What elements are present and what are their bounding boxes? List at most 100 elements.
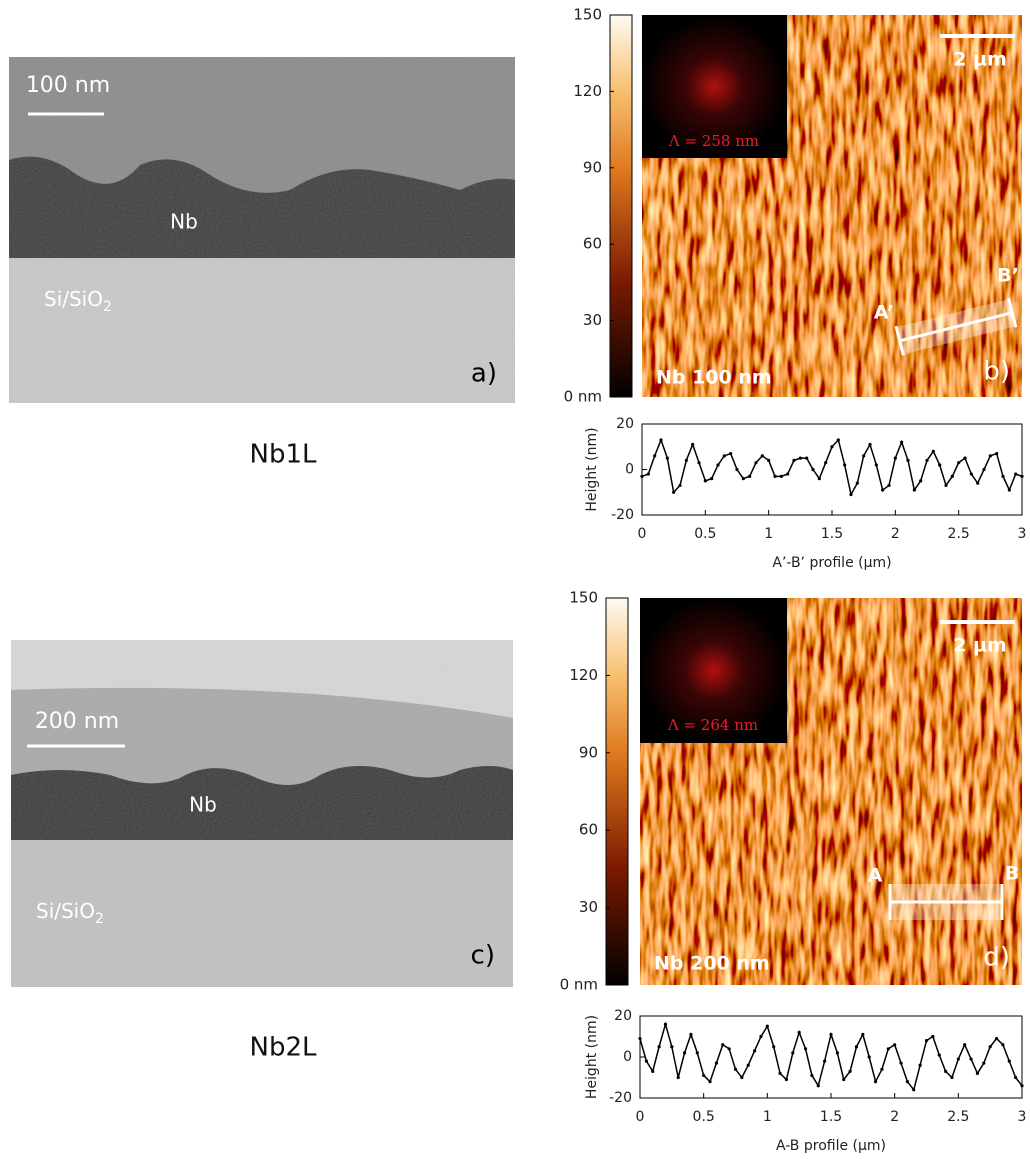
panel-letter: a)	[471, 359, 497, 389]
profile-point	[682, 1051, 687, 1055]
profile-point	[778, 1071, 782, 1075]
profile-point	[710, 477, 714, 481]
fft-label: Λ = 258 nm	[668, 132, 759, 150]
layer-label: Nb	[189, 793, 217, 817]
colorbar-tick-label: 90	[579, 743, 598, 761]
layer-label: Nb	[170, 210, 198, 234]
profile-point	[1007, 1059, 1011, 1063]
y-tick-label: 0	[625, 462, 634, 478]
profile-point	[1001, 474, 1005, 478]
x-tick-label: 3	[1018, 526, 1027, 542]
profile-point	[842, 1077, 846, 1082]
fft-label: Λ = 264 nm	[667, 716, 758, 734]
profile-point	[861, 1032, 865, 1037]
y-tick-label: 20	[616, 416, 634, 432]
profile-point	[644, 1059, 648, 1063]
profile-point	[659, 438, 663, 442]
profile-point	[905, 1080, 910, 1084]
substrate-text: Si/SiO	[36, 899, 95, 923]
profile-point	[918, 1063, 922, 1067]
substrate-subscript: 2	[103, 299, 112, 315]
profile-point	[1007, 488, 1011, 492]
profile-point	[689, 1032, 693, 1037]
substrate-subscript: 2	[95, 911, 104, 927]
x-tick-label: 1	[763, 1109, 772, 1125]
profile-point	[759, 1034, 763, 1039]
profile-point	[670, 1045, 674, 1049]
scale-bar-label: 2 µm	[953, 49, 1007, 71]
profile-point	[792, 458, 796, 462]
profile-point	[638, 1036, 642, 1041]
profile-point	[733, 1067, 738, 1071]
profile-point	[646, 472, 650, 476]
x-tick-label: 0.5	[693, 1109, 715, 1125]
x-tick-label: 1.5	[820, 1109, 842, 1125]
x-tick-label: 1	[764, 526, 773, 542]
y-axis-label: Height (nm)	[584, 427, 600, 511]
profile-point	[969, 472, 973, 476]
profile-point	[746, 1063, 750, 1067]
profile-point	[988, 454, 992, 458]
profile-point	[963, 456, 967, 460]
profile-point	[678, 483, 682, 488]
tem-image: 100 nm Nb Si/SiO2 a)	[9, 57, 515, 403]
profile-point	[663, 1022, 668, 1026]
profile-point	[899, 1061, 903, 1065]
profile-point	[950, 1075, 954, 1080]
profile-point	[810, 1073, 814, 1078]
profile-point	[906, 458, 910, 462]
profile-point	[975, 1071, 980, 1075]
profile-point	[703, 479, 707, 483]
profile-point	[716, 463, 720, 467]
profile-point	[868, 442, 872, 447]
profile-point	[944, 1069, 948, 1073]
profile-point	[887, 483, 891, 488]
colorbar-tick-label: 0 nm	[560, 976, 598, 994]
profile-point	[900, 440, 904, 444]
colorbar-tick-label: 120	[569, 666, 598, 684]
profile-point	[938, 463, 942, 467]
profile-point	[765, 1024, 769, 1028]
profile-point	[786, 472, 790, 476]
colorbar	[609, 14, 633, 398]
afm-image: Λ = 264 nm 2 µm A B Nb 200 nm d)	[640, 598, 1022, 985]
profile-point	[937, 1053, 941, 1057]
y-tick-label: -20	[609, 1090, 632, 1106]
substrate-text: Si/SiO	[44, 287, 103, 311]
profile-point	[729, 451, 733, 456]
profile-end: B’	[997, 265, 1019, 287]
profile-point	[944, 483, 948, 488]
panel-letter: d)	[983, 943, 1010, 973]
profile-point	[1014, 472, 1018, 476]
colorbar-tick-label: 120	[573, 82, 602, 100]
profile-point	[829, 1032, 833, 1037]
profile-point	[994, 1036, 999, 1041]
profile-point	[722, 454, 726, 458]
substrate-label: Si/SiO2	[36, 899, 104, 928]
profile-point	[836, 438, 840, 442]
x-tick-label: 0.5	[694, 526, 716, 542]
profile-point	[912, 1088, 916, 1092]
scale-bar-label: 100 nm	[26, 73, 110, 98]
profile-point	[912, 488, 916, 492]
profile-point	[816, 1084, 820, 1088]
profile-point	[1020, 1084, 1024, 1088]
profile-point	[684, 458, 688, 462]
profile-point	[665, 456, 669, 460]
profile-point	[672, 490, 676, 494]
profile-point	[843, 463, 847, 467]
profile-point	[874, 463, 878, 467]
profile-point	[982, 467, 986, 472]
profile-start: A’	[874, 302, 894, 324]
profile-point	[748, 474, 752, 478]
profile-point	[697, 461, 701, 465]
profile-point	[867, 1055, 871, 1059]
y-axis-label: Height (nm)	[584, 1015, 600, 1099]
x-tick-label: 2.5	[948, 526, 970, 542]
profile-point	[811, 467, 815, 472]
profile-point	[925, 458, 929, 462]
profile-point	[767, 458, 771, 462]
profile-point	[727, 1047, 731, 1051]
afm-image: Λ = 258 nm 2 µm A’ B’ Nb 100 nm b)	[642, 15, 1022, 397]
